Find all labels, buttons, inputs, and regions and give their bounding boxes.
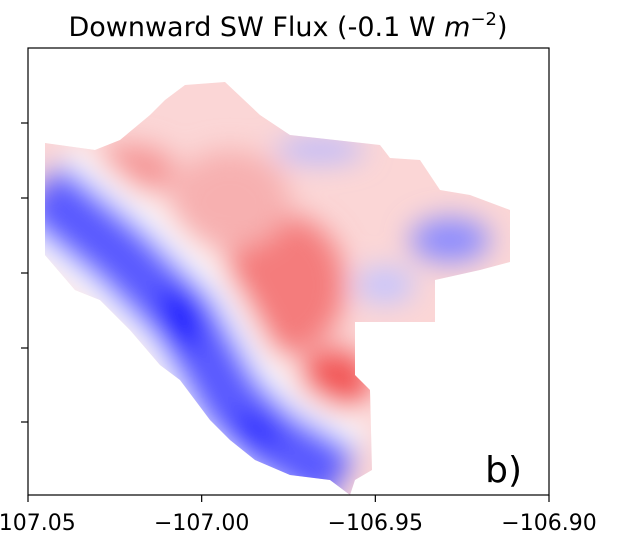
title-text: Downward SW Flux (-0.1 W [68, 12, 444, 43]
title-unit: m [444, 12, 470, 43]
y-tick-marks [21, 122, 28, 423]
x-tick-label: −107.05 [0, 511, 76, 536]
title-exponent: −2 [470, 9, 497, 30]
title-close: ) [497, 12, 508, 43]
contour-field [45, 82, 510, 495]
panel-label: b) [485, 450, 522, 491]
x-tick-label: −106.95 [328, 511, 423, 536]
x-tick-label: −106.90 [501, 511, 596, 536]
axes-frame [27, 47, 550, 496]
x-tick-label: −107.00 [154, 511, 249, 536]
chart-title: Downward SW Flux (-0.1 W m−2) [68, 9, 507, 43]
